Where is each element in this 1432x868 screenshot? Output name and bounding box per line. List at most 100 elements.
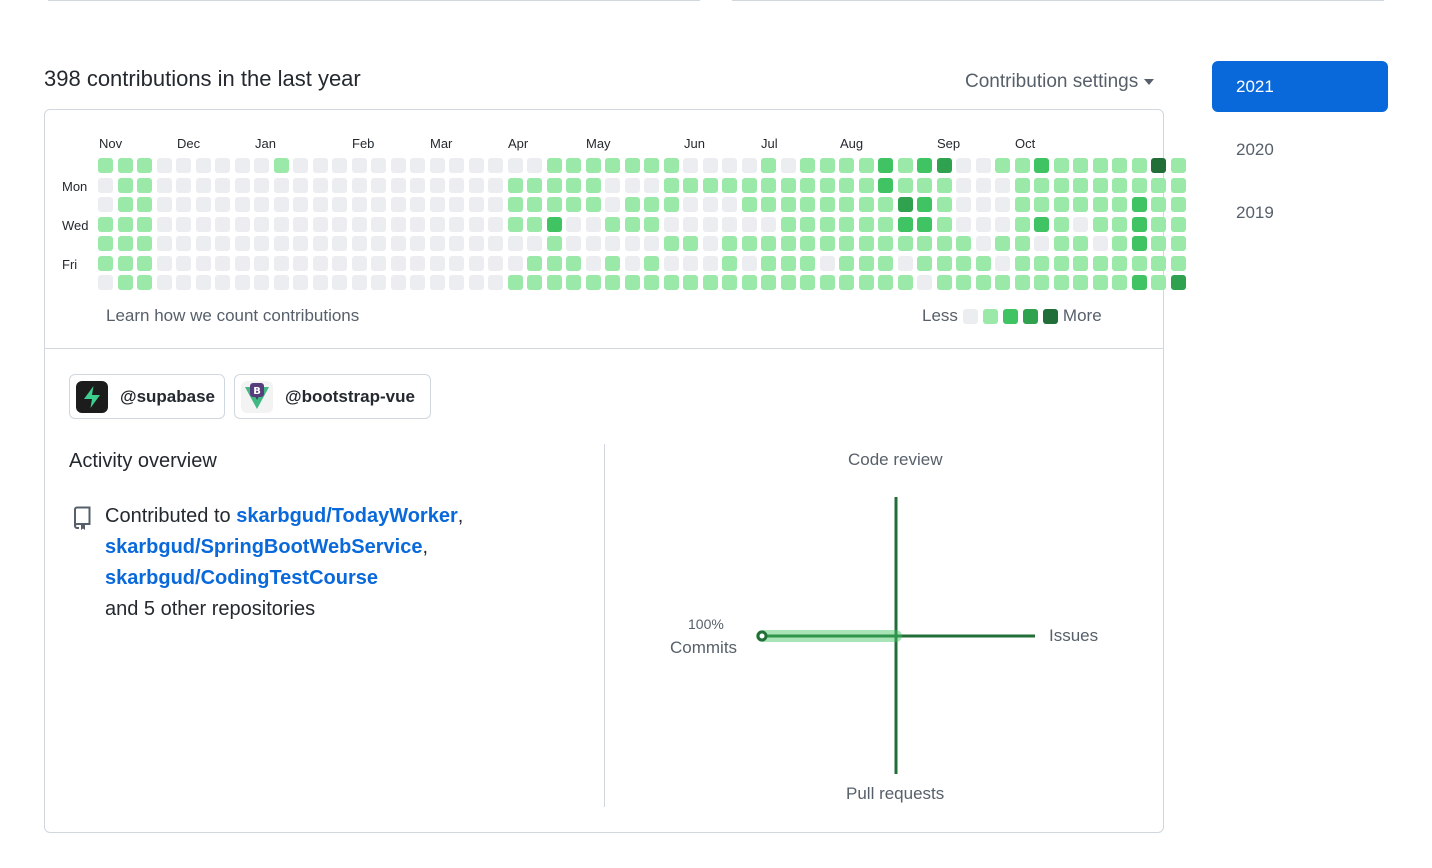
year-link-2019[interactable]: 2019 xyxy=(1236,203,1274,222)
contribution-cell[interactable] xyxy=(1014,255,1030,271)
contribution-cell[interactable] xyxy=(390,216,406,232)
contribution-cell[interactable] xyxy=(312,275,328,290)
contribution-cell[interactable] xyxy=(761,177,776,193)
contribution-cell[interactable] xyxy=(156,177,172,193)
contribution-cell[interactable] xyxy=(683,255,698,271)
contribution-cell[interactable] xyxy=(507,275,523,290)
contribution-cell[interactable] xyxy=(605,236,620,251)
contribution-cell[interactable] xyxy=(956,216,971,232)
contribution-cell[interactable] xyxy=(644,275,659,290)
contribution-cell[interactable] xyxy=(137,216,152,232)
contribution-cell[interactable] xyxy=(663,275,679,290)
contribution-cell[interactable] xyxy=(293,158,308,173)
contribution-cell[interactable] xyxy=(624,275,640,290)
contribution-cell[interactable] xyxy=(605,197,620,212)
contribution-cell[interactable] xyxy=(137,177,152,193)
contribution-cell[interactable] xyxy=(488,197,503,212)
contribution-cell[interactable] xyxy=(1092,216,1108,232)
contribution-cell[interactable] xyxy=(995,255,1010,271)
contribution-cell[interactable] xyxy=(995,197,1010,212)
contribution-cell[interactable] xyxy=(429,236,445,251)
contribution-cell[interactable] xyxy=(546,255,562,271)
contribution-cell[interactable] xyxy=(936,236,952,251)
contribution-cell[interactable] xyxy=(585,236,601,251)
contribution-cell[interactable] xyxy=(897,275,913,290)
contribution-cell[interactable] xyxy=(1073,177,1088,193)
contribution-cell[interactable] xyxy=(234,255,250,271)
contribution-cell[interactable] xyxy=(663,158,679,173)
contribution-cell[interactable] xyxy=(1131,158,1147,173)
contribution-cell[interactable] xyxy=(702,255,718,271)
contribution-cell[interactable] xyxy=(702,158,718,173)
contribution-cell[interactable] xyxy=(98,216,113,232)
contribution-cell[interactable] xyxy=(527,236,542,251)
contribution-cell[interactable] xyxy=(839,255,854,271)
contribution-cell[interactable] xyxy=(897,216,913,232)
contribution-cell[interactable] xyxy=(1112,216,1127,232)
contribution-cell[interactable] xyxy=(176,197,191,212)
contribution-cell[interactable] xyxy=(195,216,211,232)
contribution-cell[interactable] xyxy=(332,236,347,251)
contribution-cell[interactable] xyxy=(312,177,328,193)
contribution-cell[interactable] xyxy=(1014,275,1030,290)
year-link-2021[interactable]: 2021 xyxy=(1212,61,1388,112)
contribution-cell[interactable] xyxy=(1170,177,1186,193)
contribution-cell[interactable] xyxy=(897,158,913,173)
contribution-cell[interactable] xyxy=(878,197,893,212)
contribution-cell[interactable] xyxy=(1034,275,1049,290)
contribution-cell[interactable] xyxy=(995,158,1010,173)
contribution-cell[interactable] xyxy=(761,236,776,251)
contribution-cell[interactable] xyxy=(839,158,854,173)
contribution-cell[interactable] xyxy=(917,275,932,290)
contribution-cell[interactable] xyxy=(722,236,737,251)
contribution-cell[interactable] xyxy=(702,275,718,290)
contribution-cell[interactable] xyxy=(98,197,113,212)
contribution-cell[interactable] xyxy=(722,158,737,173)
contribution-cell[interactable] xyxy=(390,177,406,193)
contribution-cell[interactable] xyxy=(351,177,367,193)
contribution-cell[interactable] xyxy=(273,255,289,271)
contribution-cell[interactable] xyxy=(1073,275,1088,290)
contribution-cell[interactable] xyxy=(410,197,425,212)
contribution-cell[interactable] xyxy=(371,158,386,173)
contribution-cell[interactable] xyxy=(527,255,542,271)
contribution-cell[interactable] xyxy=(215,158,230,173)
contribution-cell[interactable] xyxy=(1014,216,1030,232)
contribution-cell[interactable] xyxy=(936,197,952,212)
contribution-cell[interactable] xyxy=(917,216,932,232)
contribution-cell[interactable] xyxy=(351,275,367,290)
contribution-cell[interactable] xyxy=(98,177,113,193)
learn-contributions-link[interactable]: Learn how we count contributions xyxy=(106,306,360,325)
contribution-cell[interactable] xyxy=(936,275,952,290)
contribution-cell[interactable] xyxy=(117,255,133,271)
contribution-cell[interactable] xyxy=(156,236,172,251)
contribution-cell[interactable] xyxy=(644,158,659,173)
contribution-cell[interactable] xyxy=(332,255,347,271)
contribution-cell[interactable] xyxy=(429,197,445,212)
contribution-cell[interactable] xyxy=(1112,255,1127,271)
contribution-cell[interactable] xyxy=(936,216,952,232)
contribution-cell[interactable] xyxy=(702,216,718,232)
contribution-cell[interactable] xyxy=(644,255,659,271)
contribution-cell[interactable] xyxy=(195,197,211,212)
contribution-cell[interactable] xyxy=(351,216,367,232)
contribution-cell[interactable] xyxy=(897,177,913,193)
contribution-cell[interactable] xyxy=(254,177,269,193)
contribution-cell[interactable] xyxy=(566,197,581,212)
contribution-cell[interactable] xyxy=(468,197,484,212)
contribution-cell[interactable] xyxy=(917,197,932,212)
contribution-cell[interactable] xyxy=(1053,197,1069,212)
contribution-cell[interactable] xyxy=(371,275,386,290)
contribution-cell[interactable] xyxy=(780,158,796,173)
contribution-cell[interactable] xyxy=(741,255,757,271)
contribution-cell[interactable] xyxy=(429,158,445,173)
contribution-cell[interactable] xyxy=(156,197,172,212)
contribution-cell[interactable] xyxy=(683,158,698,173)
contribution-cell[interactable] xyxy=(117,197,133,212)
contribution-cell[interactable] xyxy=(312,216,328,232)
contribution-cell[interactable] xyxy=(371,255,386,271)
contribution-cell[interactable] xyxy=(702,236,718,251)
contribution-cell[interactable] xyxy=(507,158,523,173)
contribution-cell[interactable] xyxy=(410,236,425,251)
contribution-cell[interactable] xyxy=(858,255,874,271)
